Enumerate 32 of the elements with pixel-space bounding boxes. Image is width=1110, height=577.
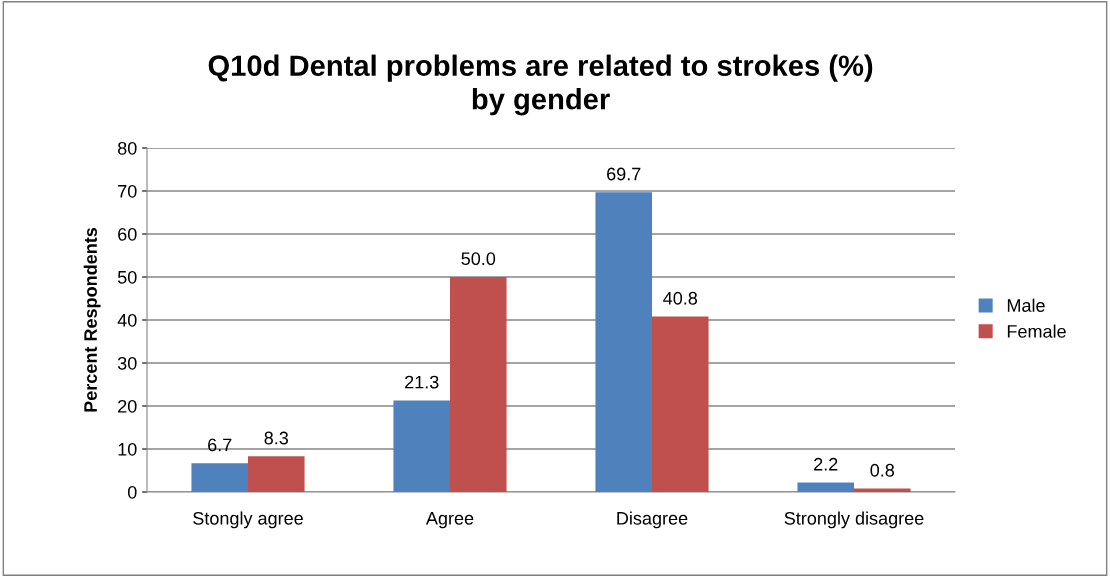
y-tick-label: 50 [117, 270, 137, 284]
bar [652, 316, 709, 492]
y-tick-label: 70 [118, 184, 137, 198]
y-tick-label: 80 [117, 141, 137, 155]
data-label: 69.7 [607, 167, 641, 181]
data-label: 50.0 [461, 252, 496, 266]
legend-label: Female [1007, 324, 1066, 338]
y-tick-label: 30 [117, 356, 137, 370]
x-tick-label: Disagree [617, 511, 688, 529]
y-tick-label: 0 [127, 485, 137, 499]
y-tick-label: 60 [118, 227, 137, 241]
y-axis-title: Percent Respondents [83, 227, 101, 412]
data-label: 6.7 [208, 438, 232, 452]
x-tick-label: Strongly disagree [784, 511, 924, 529]
bar [595, 192, 652, 492]
bar [450, 277, 507, 492]
y-tick-label: 40 [117, 313, 137, 327]
chart-title: Q10d Dental problems are related to strokes (%) by gender [208, 54, 873, 116]
data-label: 21.3 [405, 375, 439, 389]
x-tick-label: Agree [425, 512, 474, 529]
y-tick-label: 10 [118, 442, 137, 456]
x-tick-label: Stongly agree [193, 511, 303, 529]
data-label: 8.3 [264, 431, 289, 445]
bar [797, 482, 854, 492]
bar [248, 456, 305, 492]
legend-label: Male [1007, 298, 1045, 312]
data-label: 0.8 [870, 463, 895, 477]
bar [393, 400, 450, 492]
data-label: 2.2 [814, 457, 838, 471]
data-label: 40.8 [663, 291, 698, 305]
bar [191, 463, 248, 492]
y-tick-label: 20 [118, 399, 137, 413]
